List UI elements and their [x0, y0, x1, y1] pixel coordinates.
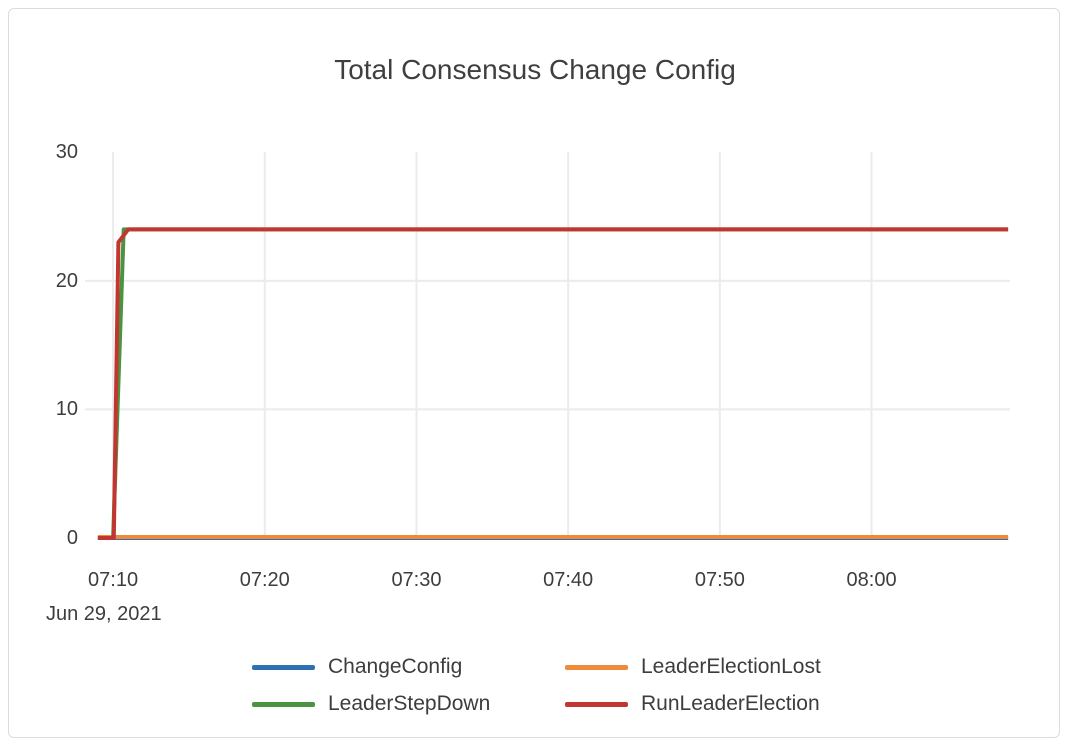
x-tick-label-07:50: 07:50: [694, 569, 745, 591]
legend-item-LeaderElectionLost[interactable]: LeaderElectionLost: [565, 653, 821, 681]
legend-swatch-LeaderStepDown: [252, 701, 315, 707]
legend-label-LeaderStepDown: LeaderStepDown: [328, 692, 491, 715]
x-tick-label-07:20: 07:20: [239, 569, 290, 591]
y-tick-label-0: 0: [66, 527, 78, 549]
legend-item-RunLeaderElection[interactable]: RunLeaderElection: [565, 690, 821, 718]
x-tick-label-07:30: 07:30: [391, 569, 442, 591]
legend-item-ChangeConfig[interactable]: ChangeConfig: [252, 653, 565, 681]
y-tick-label-30: 30: [55, 141, 78, 164]
chart-legend: ChangeConfig LeaderElectionLost LeaderStep…: [252, 653, 821, 718]
series-lines: [97, 227, 1009, 540]
x-axis-date-label: Jun 29, 2021: [46, 603, 162, 625]
legend-label-RunLeaderElection: RunLeaderElection: [641, 692, 820, 715]
legend-swatch-ChangeConfig: [252, 664, 315, 670]
y-tick-label-10: 10: [55, 398, 78, 421]
series-line-RunLeaderElection: [97, 227, 1009, 540]
legend-item-LeaderStepDown[interactable]: LeaderStepDown: [252, 690, 565, 718]
legend-label-ChangeConfig: ChangeConfig: [328, 655, 463, 678]
legend-label-LeaderElectionLost: LeaderElectionLost: [641, 655, 821, 678]
legend-swatch-RunLeaderElection: [565, 701, 628, 707]
chart-title: Total Consensus Change Config: [334, 54, 736, 85]
y-tick-label-20: 20: [55, 269, 78, 292]
legend-swatch-LeaderElectionLost: [565, 664, 628, 670]
gridlines: [85, 152, 1010, 538]
x-tick-label-07:10: 07:10: [88, 569, 139, 591]
x-tick-label-07:40: 07:40: [543, 569, 594, 591]
x-tick-label-08:00: 08:00: [846, 569, 897, 591]
chart-card: [8, 8, 1060, 738]
